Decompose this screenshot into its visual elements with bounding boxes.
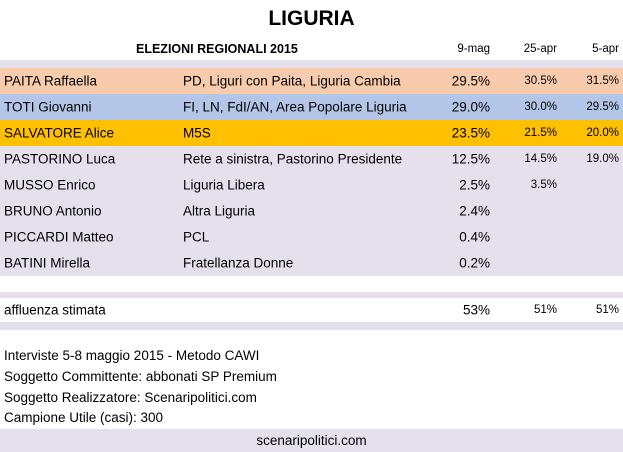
table-row: PICCARDI Matteo PCL 0.4%	[0, 224, 623, 250]
candidate-party: Rete a sinistra, Pastorino Presidente	[183, 151, 403, 167]
poll-25-apr: 21.5%	[524, 127, 557, 139]
table-row: PASTORINO Luca Rete a sinistra, Pastorin…	[0, 146, 623, 172]
poll-25-apr: 3.5%	[530, 179, 557, 191]
poll-5-apr: 19.0%	[586, 153, 619, 165]
election-label: ELEZIONI REGIONALI 2015	[136, 42, 298, 56]
poll-25-apr: 30.0%	[524, 101, 557, 113]
candidate-party: Liguria Libera	[183, 177, 265, 193]
candidate-name: SALVATORE Alice	[4, 125, 115, 141]
table-row: PAITA Raffaella PD, Liguri con Paita, Li…	[0, 68, 623, 94]
poll-25-apr: 14.5%	[524, 153, 557, 165]
candidate-name: PAITA Raffaella	[4, 73, 98, 89]
poll-9-mag: 23.5%	[451, 125, 490, 141]
page-title: LIGURIA	[268, 7, 355, 30]
note-interviews: Interviste 5-8 maggio 2015 - Metodo CAWI	[4, 348, 260, 363]
candidate-name: PASTORINO Luca	[4, 151, 116, 167]
candidate-party: PCL	[183, 229, 210, 245]
poll-5-apr: 20.0%	[586, 127, 619, 139]
candidate-party: PD, Liguri con Paita, Liguria Cambia	[183, 73, 401, 89]
poll-9-mag: 12.5%	[451, 151, 490, 167]
column-header-25-apr: 25-apr	[523, 43, 557, 55]
table-row: TOTI Giovanni FI, LN, FdI/AN, Area Popol…	[0, 94, 623, 120]
poll-5-apr: 29.5%	[586, 101, 619, 113]
candidate-party: Fratellanza Donne	[183, 255, 294, 271]
table-row: MUSSO Enrico Liguria Libera 2.5% 3.5%	[0, 172, 623, 198]
turnout-5-apr: 51%	[595, 304, 619, 316]
table-header: ELEZIONI REGIONALI 2015 9-mag 25-apr 5-a…	[0, 38, 623, 60]
candidate-name: TOTI Giovanni	[4, 99, 92, 115]
separator-band	[0, 60, 623, 68]
candidate-party: FI, LN, FdI/AN, Area Popolare Liguria	[183, 99, 407, 115]
turnout-25-apr: 51%	[533, 304, 557, 316]
turnout-label: affluenza stimata	[4, 302, 106, 318]
turnout-9-mag: 53%	[462, 302, 490, 318]
candidate-name: MUSSO Enrico	[4, 177, 96, 193]
note-producer: Soggetto Realizzatore: Scenaripolitici.c…	[4, 390, 257, 405]
table-row: SALVATORE Alice M5S 23.5% 21.5% 20.0%	[0, 120, 623, 146]
candidate-name: BRUNO Antonio	[4, 203, 102, 219]
candidate-name: PICCARDI Matteo	[4, 229, 114, 245]
separator-band	[0, 292, 623, 300]
poll-9-mag: 29.5%	[451, 73, 490, 89]
poll-9-mag: 0.2%	[459, 255, 490, 271]
column-header-5-apr: 5-apr	[592, 43, 619, 55]
column-header-9-mag: 9-mag	[457, 43, 490, 55]
candidate-name: BATINI Mirella	[4, 255, 91, 271]
poll-9-mag: 29.0%	[451, 99, 490, 115]
candidate-party: Altra Liguria	[183, 203, 256, 219]
site-footer: scenaripolitici.com	[0, 429, 623, 452]
poll-25-apr: 30.5%	[524, 75, 557, 87]
separator-band	[0, 322, 623, 330]
spacer	[0, 276, 623, 292]
note-client: Soggetto Committente: abbonati SP Premiu…	[4, 369, 277, 384]
poll-5-apr: 31.5%	[586, 75, 619, 87]
turnout-row: affluenza stimata 53% 51% 51%	[0, 298, 623, 322]
poll-9-mag: 2.5%	[459, 177, 490, 193]
candidate-party: M5S	[183, 125, 211, 141]
note-sample: Campione Utile (casi): 300	[4, 410, 164, 425]
poll-9-mag: 2.4%	[459, 203, 490, 219]
table-row: BATINI Mirella Fratellanza Donne 0.2%	[0, 250, 623, 276]
table-row: BRUNO Antonio Altra Liguria 2.4%	[0, 198, 623, 224]
poll-9-mag: 0.4%	[459, 229, 490, 245]
